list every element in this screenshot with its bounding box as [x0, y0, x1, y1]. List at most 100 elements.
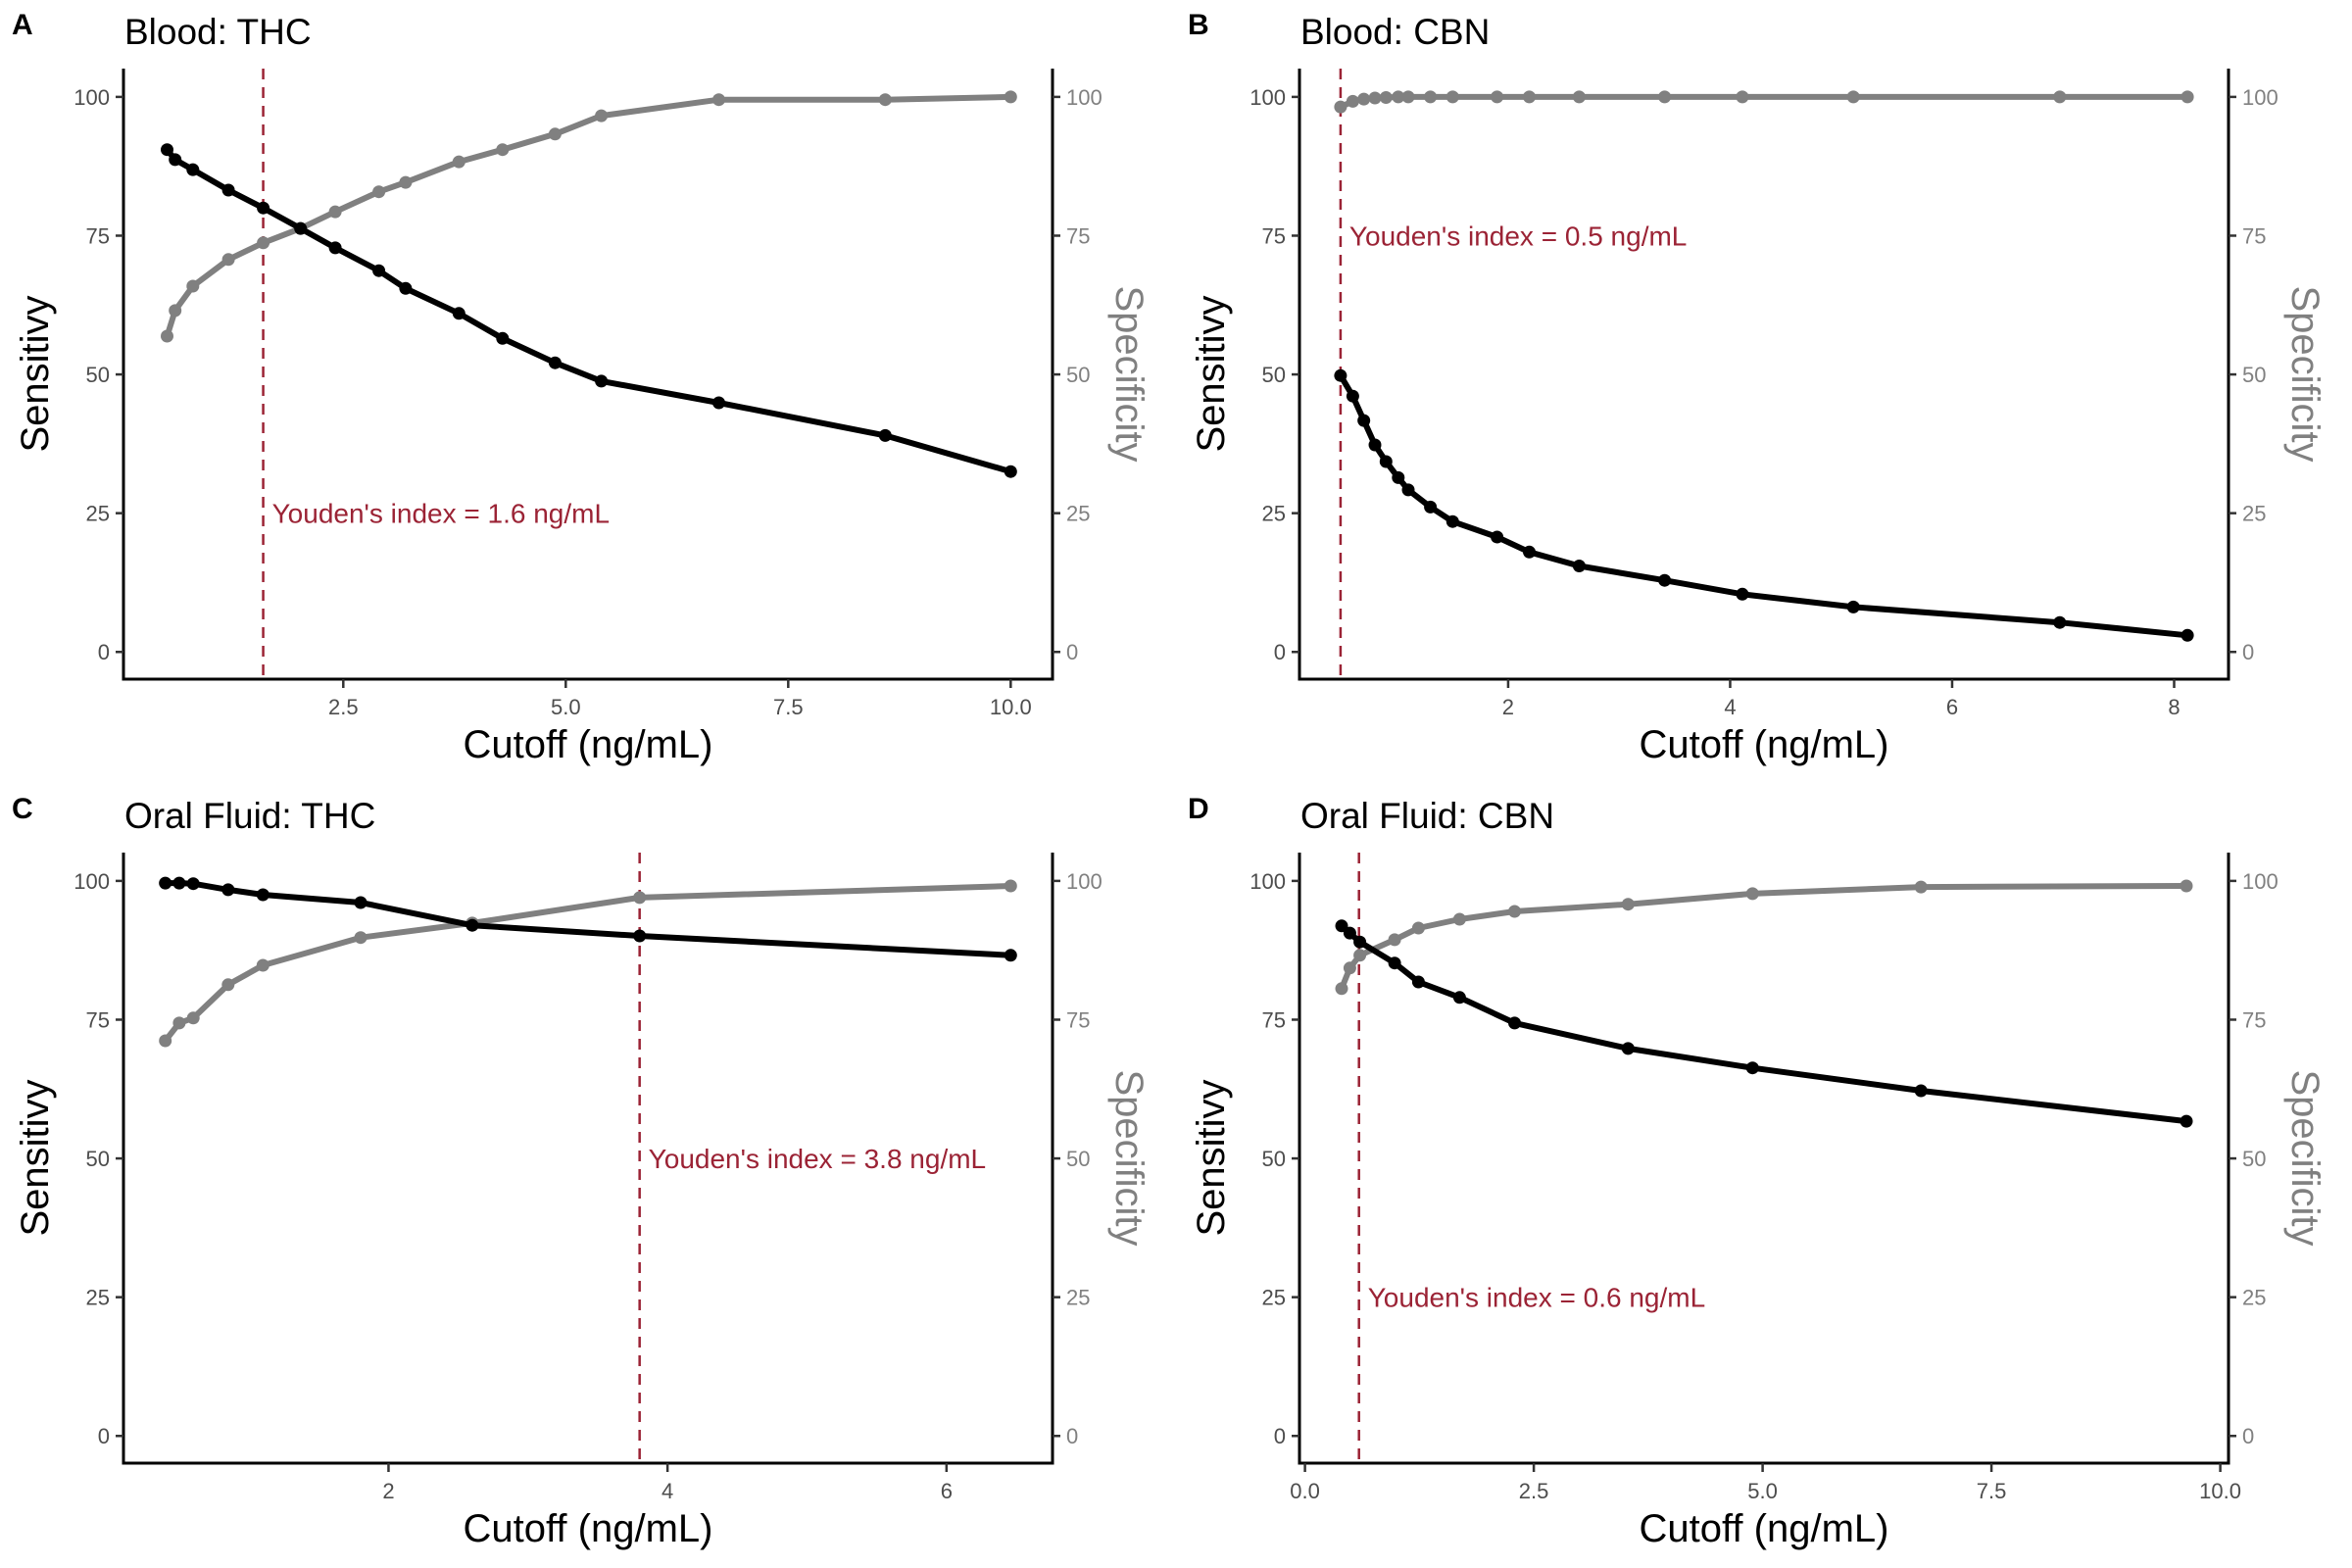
specificity-point [1368, 91, 1382, 105]
y-tick-label-left: 75 [86, 1007, 110, 1032]
sensitivity-point [1846, 600, 1860, 613]
specificity-point [2180, 90, 2194, 104]
sensitivity-point [1736, 587, 1749, 601]
sensitivity-point [878, 428, 892, 442]
y-tick-label-left: 25 [86, 502, 110, 526]
x-tick-label: 2.5 [328, 695, 359, 719]
sensitivity-point [1658, 573, 1672, 587]
panel-title: Oral Fluid: CBN [1300, 796, 1554, 836]
sensitivity-line [164, 146, 1014, 475]
sensitivity-point [221, 183, 235, 197]
specificity-point [221, 253, 235, 267]
y-axis-label-left: Sensitivy [1190, 295, 1233, 452]
specificity-point [1846, 90, 1860, 104]
sensitivity-point [1353, 935, 1367, 949]
specificity-point [161, 329, 173, 343]
specificity-line [164, 93, 1014, 339]
sensitivity-point [161, 143, 173, 157]
x-tick-label: 10.0 [2199, 1479, 2241, 1503]
specificity-point [1401, 90, 1415, 104]
sensitivity-point [1424, 500, 1438, 514]
specificity-point [186, 1011, 200, 1025]
specificity-point [1343, 961, 1356, 975]
sensitivity-point [221, 883, 235, 897]
youden-annotation: Youden's index = 0.5 ng/mL [1349, 220, 1687, 251]
y-tick-label-left: 100 [1250, 869, 1286, 894]
specificity-point [712, 93, 725, 107]
sensitivity-point [1452, 991, 1466, 1004]
y-tick-label-right: 25 [1066, 502, 1090, 526]
sensitivity-point [256, 888, 270, 902]
x-tick-label: 5.0 [551, 695, 581, 719]
specificity-line [162, 883, 1014, 1044]
y-tick-label-right: 25 [1066, 1286, 1090, 1310]
x-tick-label: 6 [941, 1479, 953, 1503]
sensitivity-point [1914, 1084, 1928, 1098]
specificity-point [1379, 91, 1393, 104]
sensitivity-point [1621, 1042, 1635, 1055]
sensitivity-point [1392, 470, 1405, 484]
panel-b: B Blood: CBN 0 0 25 25 50 50 75 75 100 100 2 4 6 8 Cut… [1188, 9, 2327, 766]
sensitivity-point [1401, 483, 1415, 497]
y-tick-label-right: 0 [2242, 1424, 2254, 1448]
panel-a: A Blood: THC 0 0 25 25 50 50 75 75 100 100 2.5 5.0 7… [12, 9, 1151, 766]
y-tick-label-left: 25 [1262, 1286, 1286, 1310]
specificity-point [1424, 90, 1438, 104]
sensitivity-point [328, 241, 342, 255]
y-tick-label-left: 0 [98, 640, 110, 664]
sensitivity-point [169, 153, 182, 167]
sensitivity-point [1379, 455, 1393, 468]
sensitivity-point [1508, 1016, 1521, 1030]
sensitivity-point [633, 929, 647, 943]
y-tick-label-right: 50 [2242, 1147, 2266, 1171]
sensitivity-point [186, 877, 200, 891]
youden-annotation: Youden's index = 0.6 ng/mL [1368, 1283, 1705, 1313]
specificity-point [1353, 949, 1367, 962]
sensitivity-point [354, 896, 368, 909]
sensitivity-point [1335, 919, 1348, 933]
specificity-line [1339, 883, 2189, 992]
y-tick-label-right: 75 [1066, 1007, 1090, 1032]
youden-annotation: Youden's index = 3.8 ng/mL [649, 1144, 986, 1174]
sensitivity-point [1343, 926, 1356, 940]
specificity-point [633, 891, 647, 905]
y-tick-label-left: 50 [86, 363, 110, 387]
y-tick-label-right: 100 [2242, 869, 2278, 894]
panel-letter: C [12, 793, 33, 825]
y-tick-label-left: 50 [86, 1147, 110, 1171]
specificity-point [354, 931, 368, 945]
specificity-point [1452, 912, 1466, 926]
sensitivity-point [1446, 514, 1459, 528]
y-tick-label-left: 50 [1262, 363, 1286, 387]
sensitivity-point [159, 876, 172, 890]
specificity-point [372, 185, 386, 199]
x-axis-label: Cutoff (ng/mL) [464, 1507, 713, 1550]
specificity-point [1523, 90, 1536, 104]
y-tick-label-left: 100 [74, 869, 110, 894]
sensitivity-point [1368, 438, 1382, 452]
x-tick-label: 0.0 [1290, 1479, 1320, 1503]
y-tick-label-right: 100 [1066, 869, 1102, 894]
specificity-point [169, 304, 182, 318]
sensitivity-point [1523, 545, 1536, 559]
y-axis-label-left: Sensitivy [1190, 1079, 1233, 1236]
y-tick-label-right: 100 [2242, 85, 2278, 110]
sensitivity-point [172, 876, 186, 890]
specificity-point [878, 93, 892, 107]
y-tick-label-left: 100 [74, 85, 110, 110]
sensitivity-point [1572, 560, 1586, 572]
sensitivity-point [712, 396, 725, 410]
x-tick-label: 2 [382, 1479, 394, 1503]
specificity-point [548, 127, 562, 141]
sensitivity-point [399, 281, 413, 295]
y-tick-label-right: 50 [1066, 1147, 1090, 1171]
x-tick-label: 8 [2168, 695, 2180, 719]
specificity-point [399, 175, 413, 189]
panel-letter: A [12, 9, 33, 41]
specificity-point [1335, 982, 1348, 996]
specificity-point [1736, 90, 1749, 104]
y-tick-label-right: 0 [1066, 640, 1078, 664]
panel-letter: D [1188, 793, 1209, 825]
sensitivity-point [548, 356, 562, 369]
